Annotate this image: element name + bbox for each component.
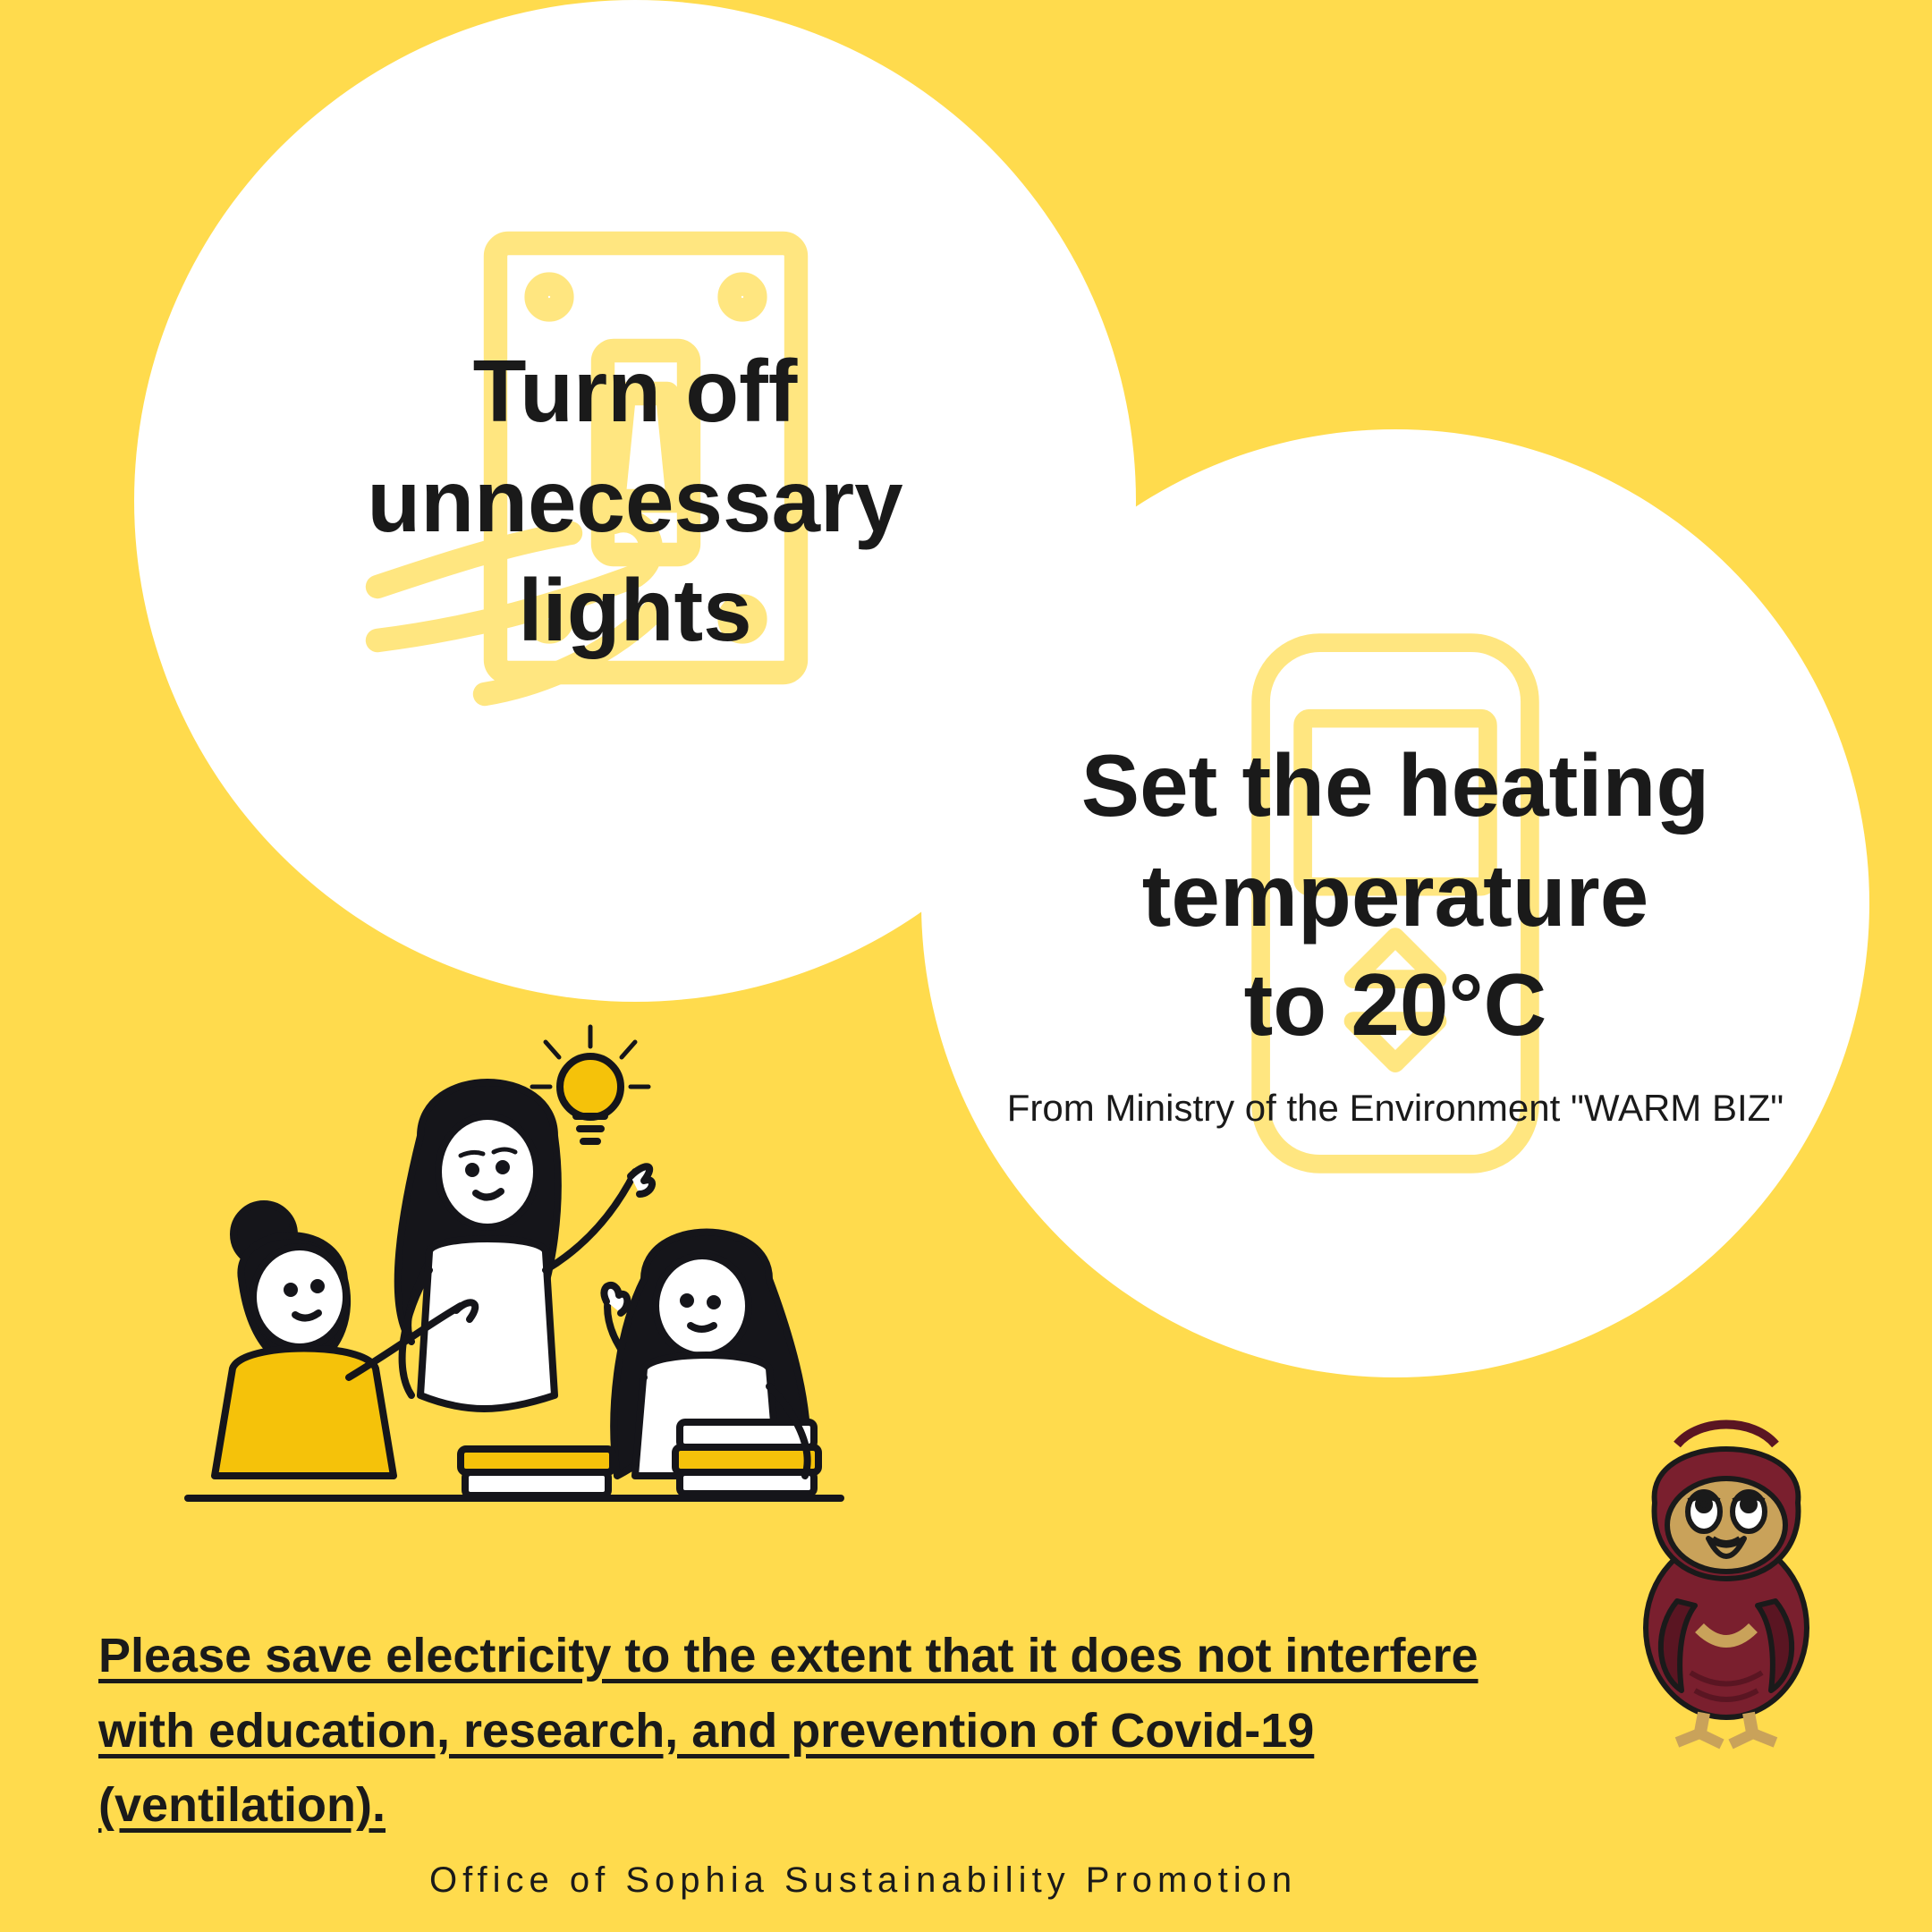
tip-lights-headline: Turn offunnecessarylights [367,336,902,665]
poster-canvas: Turn offunnecessarylights Set the heatin… [0,0,1932,1932]
tip-heating-subline: From Ministry of the Environment "WARM B… [1007,1087,1784,1130]
disclaimer-text: Please save electricity to the extent th… [98,1619,1494,1843]
people-illustration [107,1011,912,1547]
mascot-bird [1592,1395,1860,1753]
tip-heating-headline: Set the heatingtemperatureto 20°C [1081,731,1709,1060]
tip-circle-heating: Set the heatingtemperatureto 20°C From M… [921,429,1869,1377]
footer-office: Office of Sophia Sustainability Promotio… [429,1860,1297,1901]
